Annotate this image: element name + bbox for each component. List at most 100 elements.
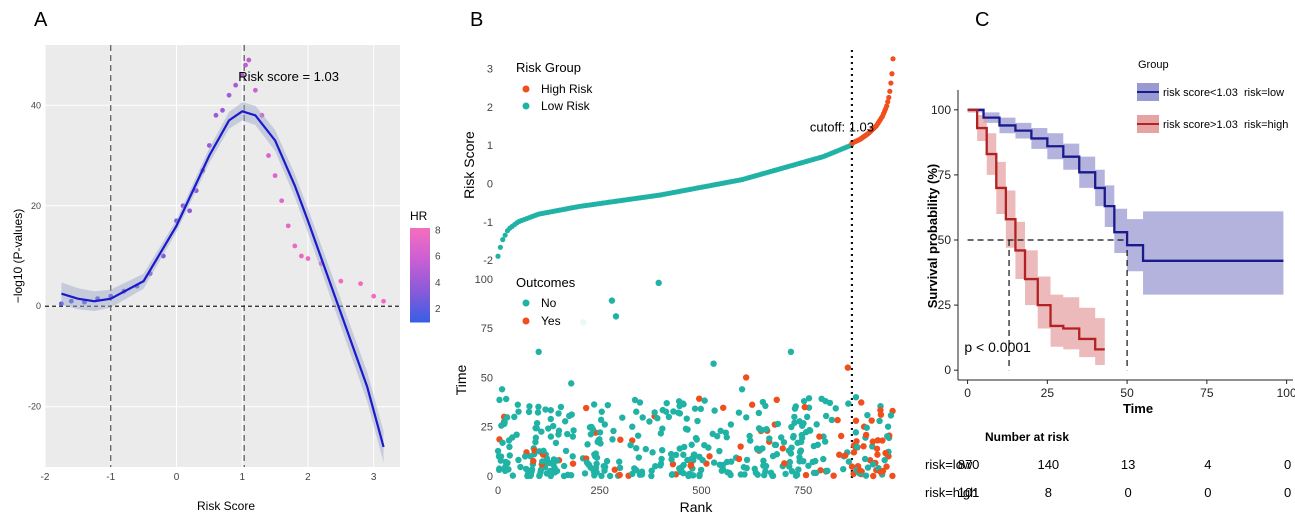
outcome-no-point <box>521 453 529 460</box>
x-tick-label: 75 <box>1200 386 1214 400</box>
outcome-no-point <box>568 380 575 387</box>
outcome-no-point <box>760 471 768 479</box>
outcome-no-point <box>608 297 616 304</box>
outcome-yes-point <box>530 457 537 465</box>
survival-curve-low <box>967 108 1284 262</box>
outcome-no-point <box>797 438 805 446</box>
outcome-no-point <box>619 414 626 421</box>
outcome-no-point <box>812 469 820 477</box>
outcome-no-point <box>499 439 506 446</box>
outcome-no-point <box>659 425 666 432</box>
outcome-yes-point <box>687 461 695 469</box>
colorbar-segment <box>410 275 430 278</box>
risk-table-row-low-label: risk=low <box>925 457 973 472</box>
colorbar-tick-label: 2 <box>435 304 441 315</box>
y-tick-label: 0 <box>487 178 493 190</box>
panel-label-a: A <box>34 9 48 31</box>
outcome-no-point <box>680 451 687 458</box>
colorbar-segment <box>410 272 430 276</box>
outcome-no-point <box>861 455 869 463</box>
colorbar-segment <box>410 314 430 318</box>
hr-point <box>68 298 74 304</box>
risk-group-legend-background <box>511 57 629 121</box>
panel-b-bottom-xlabel: Rank <box>680 499 714 515</box>
outcome-no-point <box>540 447 547 455</box>
outcome-no-point <box>522 465 530 473</box>
outcome-yes-point <box>860 443 867 450</box>
outcome-no-point <box>805 395 813 402</box>
outcome-no-point <box>701 397 708 404</box>
outcome-no-point <box>638 468 646 475</box>
colorbar-segment <box>410 310 430 314</box>
outcome-no-point <box>598 408 605 415</box>
outcome-no-point <box>654 415 661 422</box>
risk-table-cell: 0 <box>1284 485 1291 500</box>
outcome-no-point <box>717 427 724 435</box>
y-tick-label: -2 <box>483 255 493 267</box>
outcome-no-point <box>652 463 659 470</box>
y-tick-label: 100 <box>475 274 493 286</box>
colorbar-segment <box>410 244 430 248</box>
outcome-no-point <box>509 434 516 441</box>
outcome-no-point <box>533 419 541 427</box>
outcome-no-point <box>569 453 576 460</box>
outcome-no-point <box>686 470 693 478</box>
outcome-no-point <box>555 410 562 417</box>
y-tick-label: 75 <box>481 323 493 335</box>
outcome-no-point <box>651 409 658 416</box>
outcome-no-point <box>665 413 673 421</box>
outcome-no-point <box>684 426 691 433</box>
outcome-no-point <box>800 397 808 405</box>
high-risk-point <box>887 88 893 94</box>
fit-curve <box>61 110 385 448</box>
y-tick-label: 40 <box>31 100 41 110</box>
outcome-no-point <box>528 466 536 473</box>
outcome-no-point <box>679 400 687 407</box>
outcome-no-point <box>710 459 718 466</box>
outcome-no-point <box>560 462 568 470</box>
outcome-no-point <box>538 428 545 435</box>
panel-a-plot-background <box>45 45 400 467</box>
outcome-no-point <box>498 386 506 393</box>
outcome-no-point <box>587 431 595 438</box>
x-tick-label: -1 <box>106 472 115 483</box>
outcome-no-point <box>785 447 793 454</box>
outcome-yes-point <box>870 472 877 480</box>
outcome-yes-point <box>877 468 884 476</box>
outcome-yes-point <box>844 364 852 371</box>
outcome-yes-point <box>856 467 863 474</box>
outcome-no-point <box>691 405 699 412</box>
y-tick-label: 1 <box>487 140 493 152</box>
outcome-no-point <box>535 403 542 411</box>
colorbar-segment <box>410 305 430 309</box>
y-tick-label: 50 <box>938 233 952 247</box>
outcome-no-point <box>791 405 799 412</box>
outcome-yes-point <box>781 460 788 467</box>
legend-no-dot <box>522 299 530 307</box>
colorbar-segment <box>410 270 430 274</box>
outcome-no-point <box>629 470 636 478</box>
legend-high-label: risk score>1.03 risk=high <box>1163 119 1288 131</box>
outcome-yes-point <box>719 404 727 411</box>
colorbar-segment <box>410 232 430 236</box>
outcome-no-point <box>535 348 542 356</box>
outcome-no-point <box>616 464 624 472</box>
outcome-no-point <box>583 459 591 466</box>
outcome-no-point <box>648 472 655 480</box>
outcome-no-point <box>534 409 542 416</box>
panel-b-chart: -2 -1 0 1 2 3 Risk Score cutoff: 1.03 Risk Gr… <box>453 50 896 515</box>
outcome-yes-point <box>582 404 590 412</box>
x-tick-label: 1 <box>239 472 245 483</box>
outcome-no-point <box>805 462 812 469</box>
colorbar-tick-label: 6 <box>435 252 441 263</box>
high-risk-point <box>884 103 890 109</box>
panel-a-xlabel: Risk Score <box>197 499 255 513</box>
outcome-yes-point <box>748 401 756 408</box>
colorbar-segment <box>410 235 430 238</box>
hr-point <box>59 301 64 307</box>
outcome-no-point <box>853 443 861 451</box>
hr-point <box>292 243 298 249</box>
hr-point <box>82 299 87 305</box>
outcome-no-point <box>822 412 830 420</box>
high-risk-point <box>888 80 894 86</box>
